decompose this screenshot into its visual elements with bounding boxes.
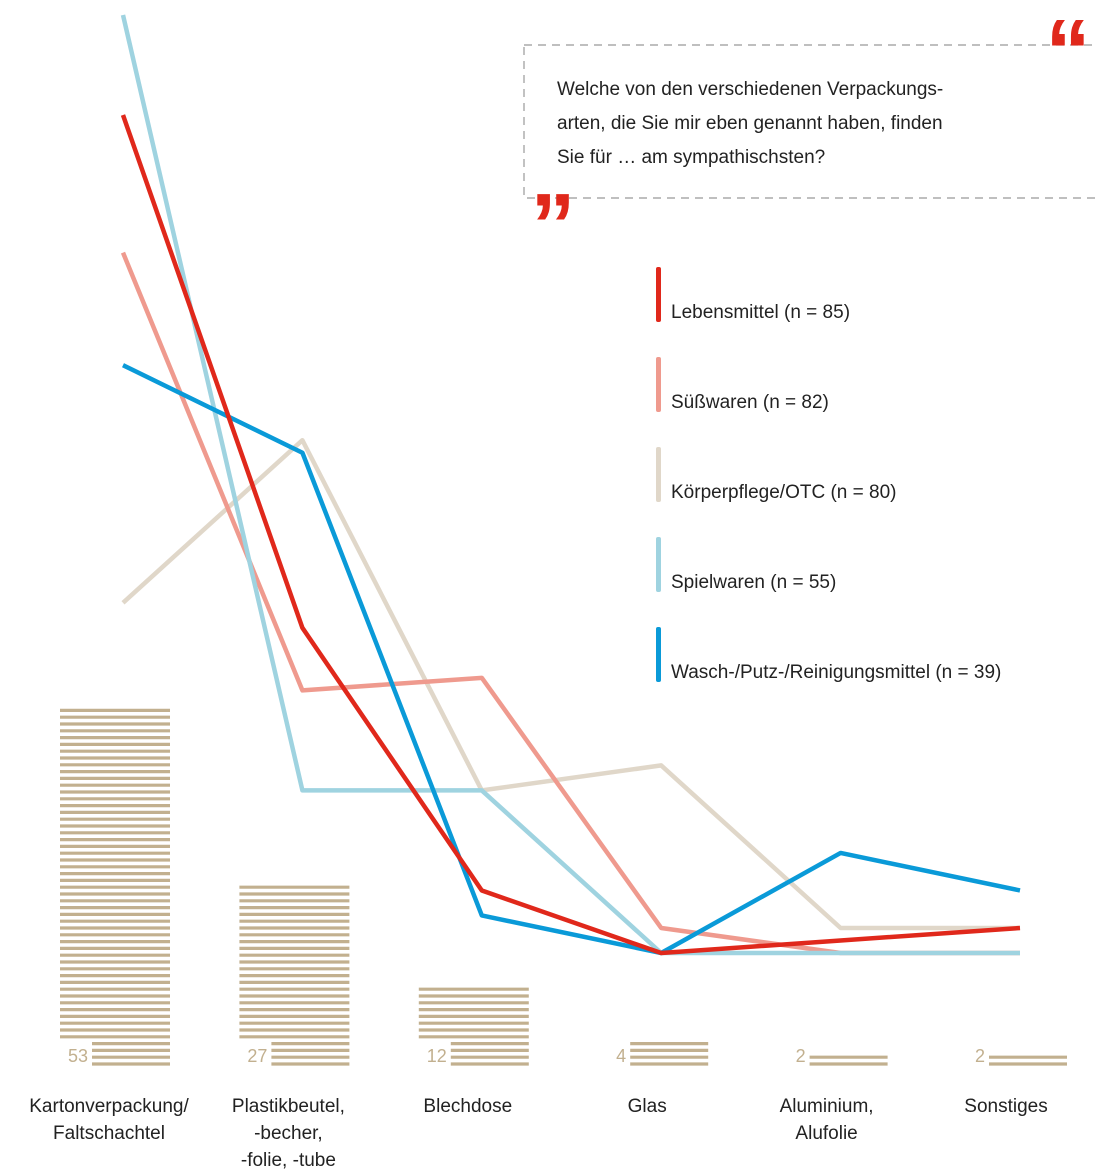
- x-tick-label: Aluminium,: [780, 1096, 874, 1117]
- bar: [809, 1055, 888, 1066]
- question-box: [523, 44, 1096, 199]
- x-tick-label: Faltschachtel: [53, 1123, 165, 1144]
- legend-swatch: [656, 357, 661, 412]
- legend-label: Spielwaren (n = 55): [671, 572, 836, 593]
- bar-label: 2: [975, 1046, 985, 1066]
- bar: [418, 987, 529, 1066]
- legend-swatch: [656, 447, 661, 502]
- bar: [989, 1055, 1067, 1066]
- legend-swatch: [656, 537, 661, 592]
- x-tick-label: Blechdose: [423, 1096, 512, 1117]
- x-tick-label: Sonstiges: [964, 1096, 1047, 1117]
- x-tick-label: Alufolie: [795, 1123, 857, 1144]
- series-line: [122, 363, 1021, 956]
- x-tick-label: Kartonverpackung/: [29, 1096, 189, 1117]
- quote-open: “: [1046, 2, 1091, 102]
- legend-swatch: [656, 627, 661, 682]
- bar-label: 27: [247, 1046, 267, 1066]
- bar-label: 12: [427, 1046, 447, 1066]
- legend-swatch: [656, 267, 661, 322]
- question-line: arten, die Sie mir eben genannt haben, f…: [557, 113, 943, 134]
- bar-label: 4: [616, 1046, 626, 1066]
- bar-label: 53: [68, 1046, 88, 1066]
- bar: [239, 885, 350, 1066]
- x-tick-label: -becher,: [254, 1123, 323, 1144]
- legend-label: Lebensmittel (n = 85): [671, 302, 850, 323]
- x-tick-label: Plastikbeutel,: [232, 1096, 345, 1117]
- x-tick-label: Glas: [628, 1096, 667, 1117]
- question-line: Welche von den verschiedenen Verpackungs…: [557, 79, 943, 100]
- x-tick-label: -folie, -tube: [241, 1150, 336, 1171]
- bar: [60, 708, 170, 1066]
- legend-label: Süßwaren (n = 82): [671, 392, 829, 413]
- series-line: [120, 114, 1021, 956]
- series-line: [121, 437, 1020, 931]
- legend-label: Körperpflege/OTC (n = 80): [671, 482, 896, 503]
- series-line: [120, 14, 1020, 956]
- question-line: Sie für … am sympathischsten?: [557, 147, 825, 168]
- quote-close: ”: [531, 176, 576, 276]
- bar-label: 2: [796, 1046, 806, 1066]
- bar: [630, 1041, 709, 1066]
- legend-label: Wasch-/Putz-/Reinigungsmittel (n = 39): [671, 662, 1001, 683]
